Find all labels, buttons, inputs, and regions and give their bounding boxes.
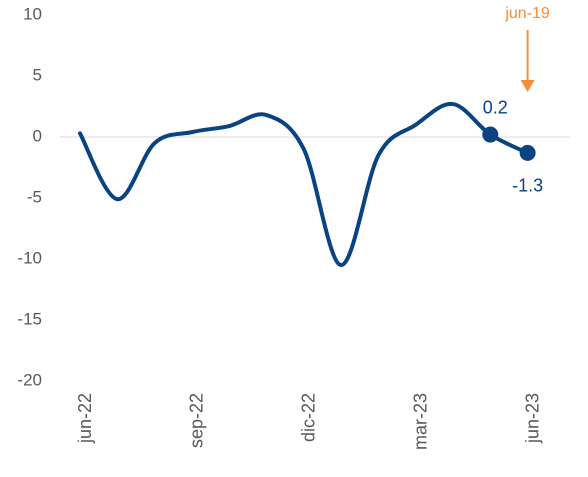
annotation: jun-19 — [504, 5, 550, 22]
line — [78, 102, 530, 268]
data-label: 0.2 — [483, 97, 508, 117]
x-tick-label: jun-22 — [75, 393, 95, 444]
y-tick-label: -10 — [17, 248, 42, 267]
data-label: -1.3 — [512, 176, 543, 196]
point-marker — [482, 126, 499, 143]
y-tick-label: 0 — [33, 126, 42, 145]
y-tick-label: 5 — [33, 65, 42, 84]
y-tick-label: 10 — [23, 4, 42, 23]
y-tick-label: -15 — [17, 309, 42, 328]
x-tick-label: jun-23 — [522, 393, 542, 444]
x-tick-label: mar-23 — [410, 393, 430, 450]
point-marker — [519, 144, 536, 161]
annotation-arrowhead — [520, 80, 535, 92]
y-tick-label: -5 — [27, 187, 42, 206]
x-tick-label: sep-22 — [187, 393, 207, 448]
y-tick-label: -20 — [17, 370, 42, 389]
x-tick-label: dic-22 — [299, 393, 319, 442]
